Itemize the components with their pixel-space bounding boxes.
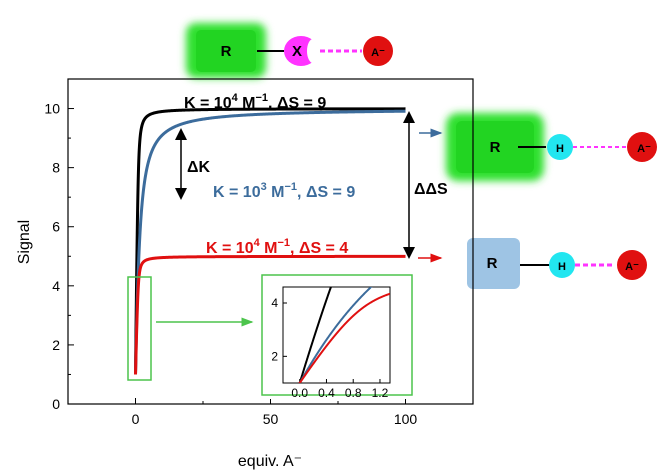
y-tick-label: 0 <box>52 396 60 412</box>
inset-x-tick-label: 1.2 <box>372 386 389 400</box>
scheme-bottom: R H A⁻ <box>467 238 647 289</box>
y-tick-label: 4 <box>52 278 60 294</box>
series-lines <box>134 107 406 375</box>
delta-k-label: ΔK <box>187 159 211 176</box>
anion-circle <box>363 36 393 66</box>
inset-series-line-0 <box>298 287 332 383</box>
h-group-label: H <box>556 143 564 155</box>
y-tick-label: 2 <box>52 337 60 353</box>
x-group-hole <box>307 39 319 63</box>
x-axis-label: equiv. A⁻ <box>238 453 302 470</box>
inset-y-tick-label: 4 <box>271 296 278 310</box>
inset-frame-outer <box>261 274 413 396</box>
series-line-2 <box>134 254 406 375</box>
inset-plot: 0.0 0.4 0.8 1.2 2 4 <box>259 272 415 400</box>
series-label-red: K = 104 M−1, ΔS = 4 <box>206 237 348 257</box>
inset-frame <box>282 286 391 384</box>
y-tick-label: 8 <box>52 160 60 176</box>
x-tick-label: 0 <box>132 411 140 427</box>
h-group-circle <box>549 252 575 278</box>
anion-label: A⁻ <box>371 47 385 59</box>
series-line-0 <box>134 107 406 375</box>
x-group-label: X <box>292 43 302 60</box>
series-label-black: K = 104 M−1, ΔS = 9 <box>184 92 326 112</box>
x-tick-label: 50 <box>263 411 279 427</box>
inset-series-lines <box>298 287 390 383</box>
h-group-circle <box>547 134 573 160</box>
zoom-region-box <box>127 276 152 381</box>
inset-x-tick-label: 0.8 <box>345 386 362 400</box>
receptor-label: R <box>490 139 501 156</box>
delta-delta-s-label: ΔΔS <box>414 181 448 198</box>
scheme-middle: R H A⁻ <box>446 113 657 181</box>
inset-background <box>259 272 415 399</box>
receptor-box <box>456 121 534 173</box>
receptor-label: R <box>221 43 232 60</box>
y-tick-label: 10 <box>44 101 60 117</box>
main-plot: 0 50 100 0 2 4 6 8 10 equiv. A⁻ Signal <box>16 78 474 470</box>
inset-ticks: 0.0 0.4 0.8 1.2 2 4 <box>271 296 388 400</box>
series-label-blue: K = 103 M−1, ΔS = 9 <box>213 181 355 201</box>
series-line-1 <box>134 109 406 375</box>
inset-y-tick-label: 2 <box>271 349 278 363</box>
anion-label: A⁻ <box>637 143 651 155</box>
scheme-top: R X A⁻ <box>186 23 393 78</box>
anion-label: A⁻ <box>625 261 639 273</box>
anion-circle <box>617 250 647 280</box>
receptor-label: R <box>487 255 498 272</box>
inset-series-line-2 <box>298 292 390 383</box>
x-tick-label: 100 <box>394 411 418 427</box>
h-group-label: H <box>558 261 566 273</box>
y-axis-label: Signal <box>16 220 33 264</box>
receptor-box <box>196 30 256 72</box>
y-tick-label: 6 <box>52 219 60 235</box>
inset-x-tick-label: 0.4 <box>318 386 335 400</box>
receptor-box <box>467 238 520 289</box>
axis-ticks: 0 50 100 0 2 4 6 8 10 <box>44 101 417 427</box>
inset-x-tick-label: 0.0 <box>291 386 308 400</box>
anion-circle <box>627 132 657 162</box>
